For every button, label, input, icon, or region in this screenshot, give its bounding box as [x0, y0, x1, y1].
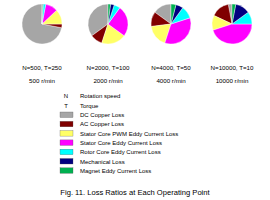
- pie-title: N=10000, T=10: [211, 64, 254, 71]
- legend-swatch: [60, 149, 73, 155]
- pie-slice: Magnet Eddy Current Loss: [171, 4, 176, 24]
- legend-text: Mechanical Loss: [80, 159, 125, 165]
- pie-title: N=500, T=250: [22, 64, 62, 71]
- legend-text: Rotor Core Eddy Current Loss: [80, 149, 161, 155]
- pie-slice: Stator Core Eddy Current Loss: [42, 4, 57, 24]
- pie: DC Copper LossAC Copper LossStator Core …: [212, 4, 252, 44]
- legend-swatch: [60, 121, 73, 127]
- legend-swatch: [60, 140, 73, 146]
- pie-slice: Magnet Eddy Current Loss: [42, 4, 44, 24]
- pie-slice: DC Copper Loss: [22, 4, 62, 44]
- figure: DC Copper LossAC Copper LossStator Core …: [0, 0, 270, 200]
- pie-slice: Rotor Core Eddy Current Loss: [42, 4, 46, 24]
- pie-slice: Magnet Eddy Current Loss: [108, 4, 111, 24]
- pie-subtitle: 2000 r/min: [93, 77, 123, 84]
- legend-text: DC Copper Loss: [80, 112, 124, 118]
- legend-text: Magnet Eddy Current Loss: [80, 168, 151, 174]
- pie: DC Copper LossAC Copper LossStator Core …: [151, 4, 191, 44]
- pie-slice: Mechanical Loss: [42, 4, 43, 24]
- pie: DC Copper LossAC Copper LossStator Core …: [88, 4, 128, 44]
- pie-title: N=2000, T=100: [87, 64, 130, 71]
- legend-text: Stator Core PWM Eddy Current Loss: [80, 131, 178, 137]
- pie-slice: Mechanical Loss: [108, 4, 114, 24]
- pie-subtitle: 500 r/min: [29, 77, 55, 84]
- legend-text: AC Copper Loss: [80, 121, 124, 127]
- pie-slice: Stator Core Eddy Current Loss: [213, 24, 252, 44]
- caption: Fig. 11. Loss Ratios at Each Operating P…: [60, 188, 210, 197]
- pie-slice: AC Copper Loss: [42, 24, 62, 28]
- pie-subtitle: 4000 r/min: [156, 77, 186, 84]
- legend-symbol: N: [64, 93, 68, 99]
- pie-slice: Magnet Eddy Current Loss: [232, 4, 236, 24]
- pie-slice: Rotor Core Eddy Current Loss: [108, 5, 120, 24]
- pie-slice: Mechanical Loss: [232, 4, 248, 24]
- legend-swatch: [60, 168, 73, 174]
- legend-swatch: [60, 112, 73, 118]
- legend-text: Stator Core Eddy Current Loss: [80, 140, 162, 146]
- legend-swatch: [60, 159, 73, 165]
- pie-subtitle: 10000 r/min: [216, 77, 249, 84]
- legend-text: Torque: [80, 103, 99, 109]
- legend-swatch: [60, 131, 73, 137]
- legend-text: Rotation speed: [80, 93, 120, 99]
- pie-title: N=4000, T=50: [151, 64, 191, 71]
- pie-slice: Mechanical Loss: [171, 5, 183, 24]
- pie: DC Copper LossAC Copper LossStator Core …: [22, 4, 62, 44]
- legend-symbol: T: [64, 103, 68, 109]
